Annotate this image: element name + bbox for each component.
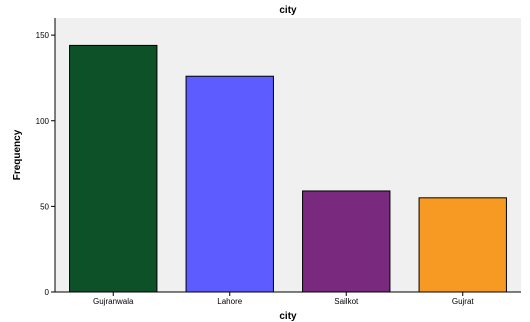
bars — [69, 44, 507, 293]
y-ticks: 0 50 100 150 — [36, 31, 55, 297]
x-ticks: Gujranwala Lahore Sailkot Gujrat — [93, 292, 474, 306]
y-tick-label: 0 — [45, 288, 50, 297]
y-axis-label: Frequency — [12, 129, 23, 180]
chart-title: city — [279, 5, 297, 16]
y-tick-label: 50 — [40, 202, 49, 211]
x-tick-label: Gujrat — [452, 297, 475, 306]
bar-sailkot — [302, 190, 391, 293]
x-tick-label: Gujranwala — [93, 297, 134, 306]
y-tick-label: 150 — [36, 31, 50, 40]
bar-lahore — [185, 75, 274, 293]
x-tick-label: Sailkot — [334, 297, 359, 306]
bar-gujranwala — [69, 44, 158, 293]
y-tick-label: 100 — [36, 117, 50, 126]
bar-gujrat — [418, 197, 507, 293]
x-tick-label: Lahore — [217, 297, 242, 306]
x-axis-label: city — [279, 311, 297, 322]
